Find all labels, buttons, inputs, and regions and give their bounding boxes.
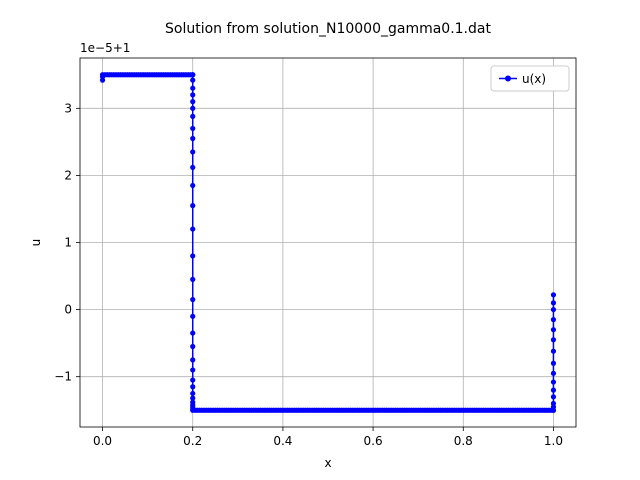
legend-marker	[505, 75, 511, 82]
x-tick-label: 0.2	[183, 434, 202, 448]
data-point	[190, 367, 196, 373]
data-point	[190, 377, 196, 383]
data-point	[190, 105, 196, 111]
series-u	[99, 72, 557, 413]
x-tick-label: 0.8	[454, 434, 473, 448]
x-tick-label: 0.6	[364, 434, 383, 448]
data-point	[190, 313, 196, 319]
data-point	[190, 113, 196, 119]
x-tick-label: 1.0	[544, 434, 563, 448]
y-tick-label: 1	[64, 236, 72, 250]
data-point	[190, 149, 196, 155]
y-axis-label: u	[29, 239, 43, 247]
data-point	[190, 395, 196, 401]
data-point	[550, 300, 557, 306]
data-point	[550, 348, 557, 354]
data-point	[550, 387, 557, 393]
data-point	[190, 125, 196, 132]
data-point	[190, 92, 196, 98]
x-axis-label: x	[324, 456, 331, 470]
data-point	[190, 77, 196, 83]
ticks: 0.0 0.2 0.4 0.6 0.8 1.0 −1 0 1 2 3	[54, 101, 563, 448]
x-tick-label: 0.4	[273, 434, 292, 448]
data-point	[190, 390, 196, 397]
data-point	[190, 253, 196, 259]
data-point	[190, 343, 196, 350]
chart-title: Solution from solution_N10000_gamma0.1.d…	[165, 21, 491, 37]
data-point	[550, 394, 557, 400]
data-point	[190, 182, 196, 189]
y-tick-label: 3	[64, 101, 72, 115]
data-point	[550, 327, 557, 333]
legend: u(x)	[490, 65, 570, 92]
y-tick-label: 0	[64, 303, 72, 317]
data-point	[190, 384, 196, 390]
data-point	[190, 357, 196, 363]
data-point	[190, 203, 196, 209]
data-point	[550, 370, 557, 376]
data-point	[550, 400, 557, 407]
data-point	[550, 337, 557, 343]
data-point	[190, 164, 196, 170]
y-tick-label: 2	[64, 168, 72, 182]
data-point	[550, 360, 557, 366]
data-point	[190, 276, 196, 282]
data-point	[190, 135, 196, 142]
data-point	[190, 72, 196, 78]
data-point	[190, 226, 196, 232]
y-tick-label: −1	[54, 370, 72, 384]
data-point	[550, 317, 557, 323]
y-axis-offset-label: 1e−5+1	[80, 41, 130, 55]
data-point	[190, 99, 196, 105]
data-point	[550, 306, 557, 313]
data-point	[190, 330, 196, 336]
data-point	[550, 292, 557, 298]
data-point	[190, 85, 196, 91]
data-point	[190, 296, 196, 303]
x-tick-label: 0.0	[93, 434, 112, 448]
legend-label-u: u(x)	[522, 72, 546, 86]
data-point	[550, 379, 557, 385]
legend-box	[490, 65, 570, 92]
